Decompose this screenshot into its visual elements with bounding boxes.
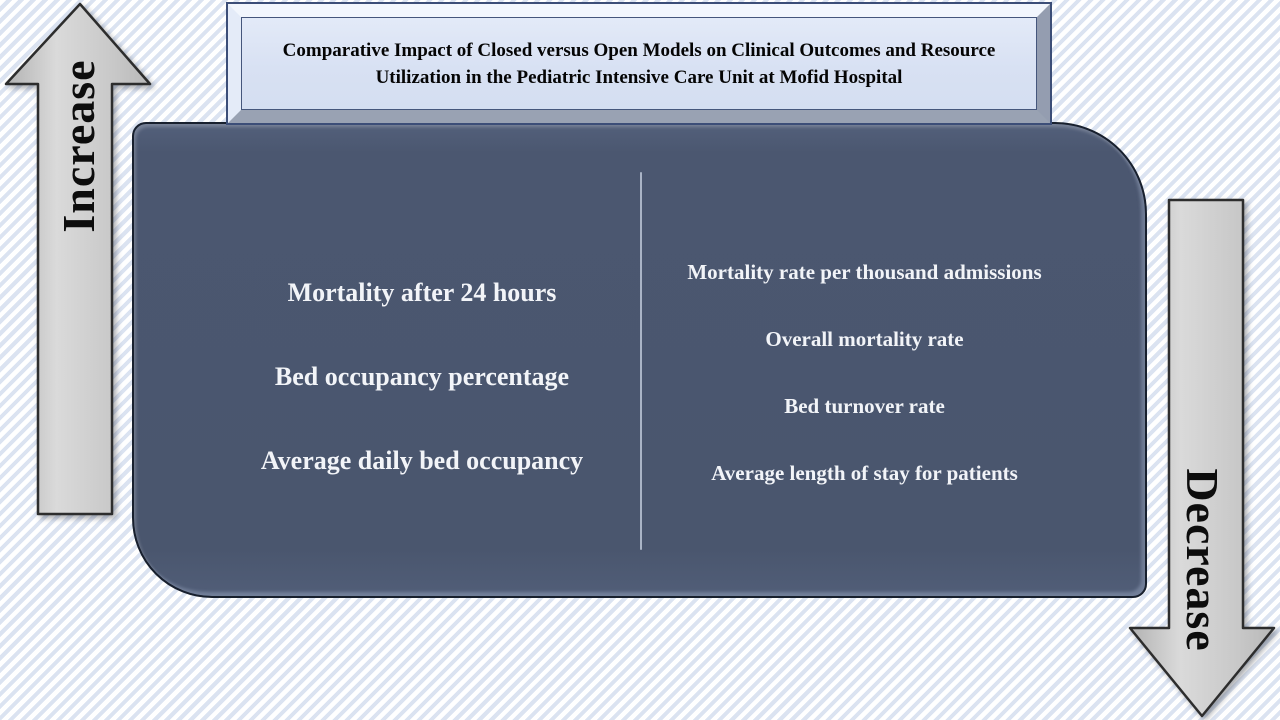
main-panel: Mortality after 24 hours Bed occupancy p… xyxy=(132,122,1147,598)
diagram-title: Comparative Impact of Closed versus Open… xyxy=(282,39,996,88)
metric-item: Mortality after 24 hours xyxy=(287,278,557,307)
up-arrow-icon xyxy=(4,2,152,516)
metric-item: Average length of stay for patients xyxy=(711,461,1018,485)
increase-metric-list: Mortality after 24 hours Bed occupancy p… xyxy=(152,276,692,478)
decrease-arrow xyxy=(1128,198,1276,719)
metric-item: Mortality rate per thousand admissions xyxy=(687,260,1042,284)
metric-item: Bed turnover rate xyxy=(784,394,945,418)
decrease-metric-list: Mortality rate per thousand admissions O… xyxy=(647,258,1082,487)
metric-item: Average daily bed occupancy xyxy=(260,446,584,475)
column-divider-line xyxy=(640,172,642,550)
increase-arrow xyxy=(4,2,152,518)
down-arrow-icon xyxy=(1128,198,1276,718)
metric-item: Bed occupancy percentage xyxy=(274,362,570,391)
metric-item: Overall mortality rate xyxy=(765,327,964,351)
diagram-title-box: Comparative Impact of Closed versus Open… xyxy=(226,2,1052,125)
